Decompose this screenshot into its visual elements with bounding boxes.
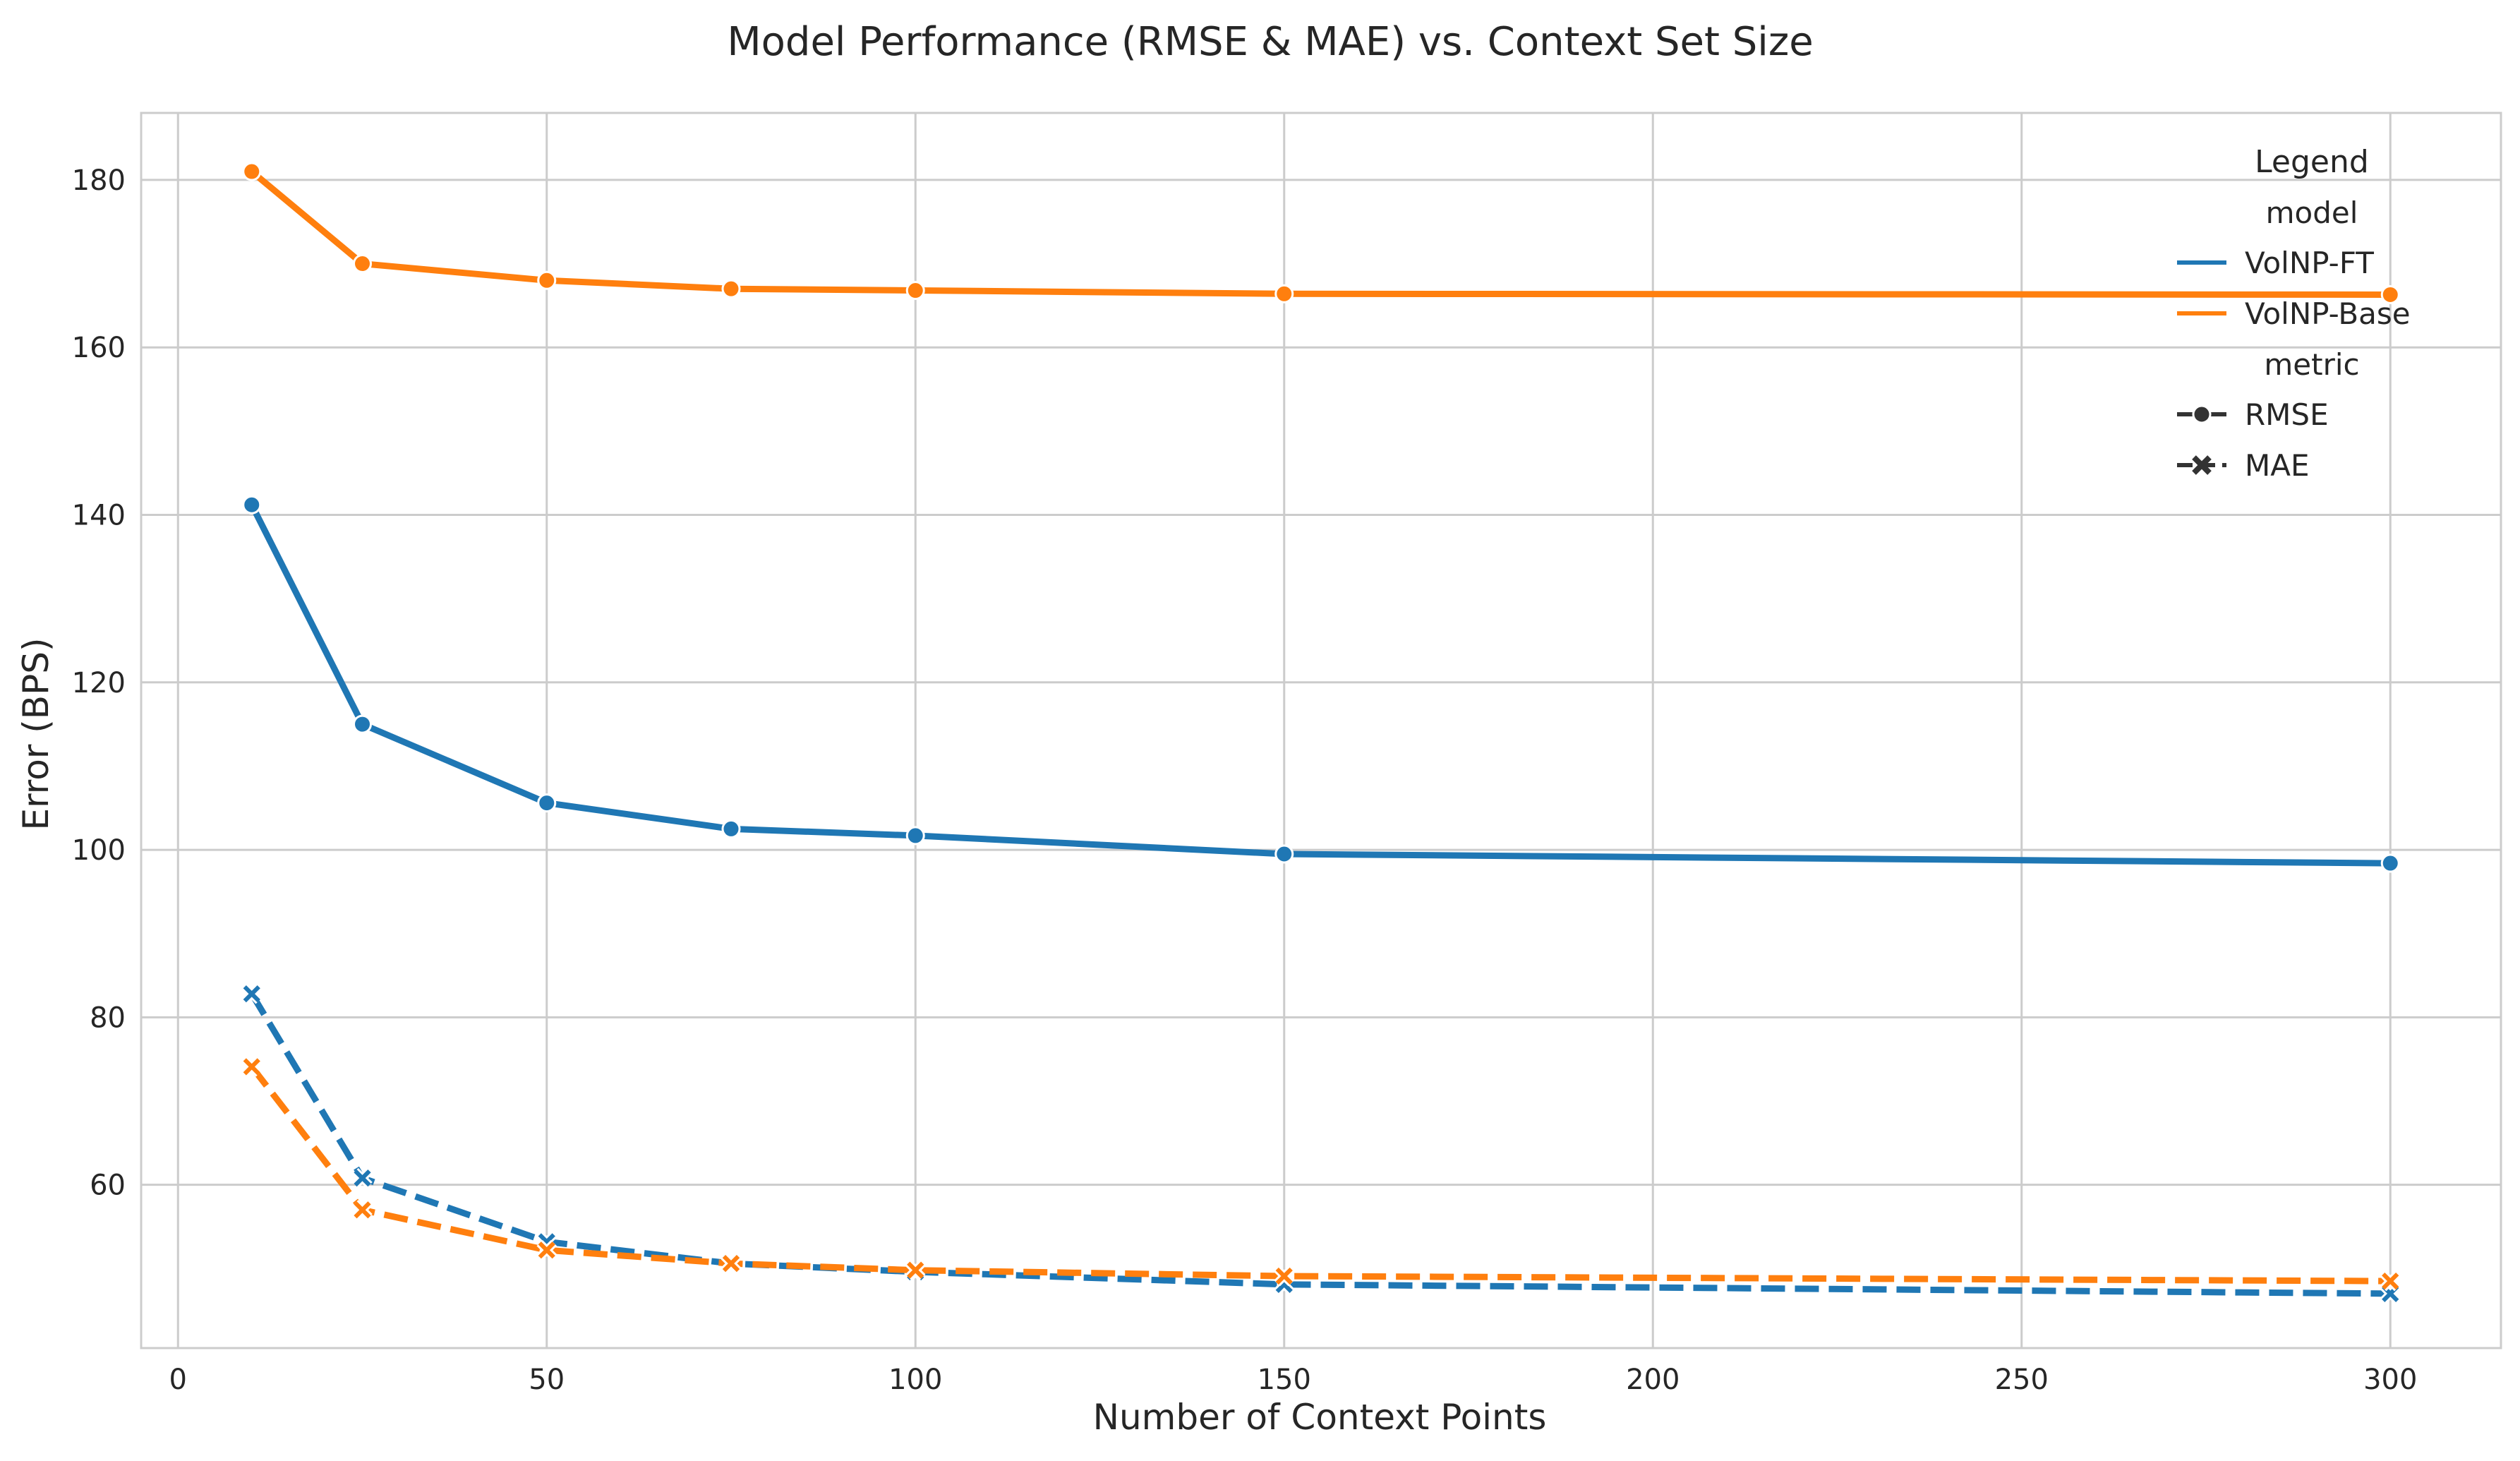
y-tick-label-180: 180 <box>72 164 126 197</box>
legend-rmse-label: RMSE <box>2245 397 2329 432</box>
x-tick-label-150: 150 <box>1258 1364 1311 1396</box>
legend: Legend model VolNP-FT VolNP-Base metric … <box>2177 144 2411 483</box>
x-tick-label-250: 250 <box>1995 1364 2049 1396</box>
point-volnp-base-mae-10 <box>243 1058 260 1076</box>
y-tick-label-160: 160 <box>72 332 126 364</box>
chart-title: Model Performance (RMSE & MAE) vs. Conte… <box>727 19 1813 65</box>
point-volnp-ft-rmse-75 <box>721 819 741 838</box>
y-tick-label-120: 120 <box>72 667 126 699</box>
point-volnp-base-rmse-300 <box>2380 284 2400 304</box>
y-axis-label: Error (BPS) <box>16 638 56 831</box>
point-volnp-ft-rmse-50 <box>537 793 557 813</box>
legend-volnp-ft-label: VolNP-FT <box>2245 246 2374 280</box>
legend-mae-label: MAE <box>2245 448 2310 483</box>
point-volnp-base-rmse-25 <box>353 254 372 274</box>
series-layer <box>241 162 2401 1304</box>
point-volnp-ft-rmse-300 <box>2380 853 2400 873</box>
point-volnp-base-rmse-75 <box>721 279 741 299</box>
plot-frame <box>140 112 2502 1349</box>
tick-labels: 0 50 100 150 200 250 300 60 80 100 120 140 160 180 <box>72 164 2418 1396</box>
x-axis-label: Number of Context Points <box>1093 1397 1547 1438</box>
point-volnp-ft-rmse-150 <box>1274 844 1294 864</box>
legend-rmse-marker <box>2192 404 2212 424</box>
point-volnp-base-mae-100 <box>907 1261 924 1279</box>
point-volnp-base-rmse-100 <box>905 281 925 301</box>
grid-lines <box>141 113 2501 1348</box>
legend-mae-marker <box>2192 455 2212 475</box>
point-volnp-ft-rmse-100 <box>905 826 925 846</box>
point-volnp-ft-rmse-25 <box>353 714 372 734</box>
x-tick-label-50: 50 <box>529 1364 565 1396</box>
legend-model-header: model <box>2266 196 2358 230</box>
y-tick-label-60: 60 <box>90 1170 126 1202</box>
point-volnp-ft-rmse-10 <box>242 495 262 515</box>
x-tick-label-100: 100 <box>888 1364 942 1396</box>
x-tick-label-0: 0 <box>169 1364 187 1396</box>
point-volnp-base-rmse-50 <box>537 270 557 290</box>
point-volnp-base-rmse-10 <box>242 162 262 181</box>
legend-metric-header: metric <box>2264 347 2359 382</box>
series-volnp-base-rmse <box>242 162 2400 304</box>
x-tick-label-200: 200 <box>1626 1364 1680 1396</box>
point-volnp-base-mae-50 <box>538 1241 555 1259</box>
legend-title: Legend <box>2255 144 2369 180</box>
point-volnp-base-mae-75 <box>722 1255 740 1273</box>
y-tick-label-100: 100 <box>72 834 126 867</box>
series-volnp-ft-rmse <box>242 495 2400 873</box>
series-volnp-base-mae <box>241 1057 2401 1292</box>
point-volnp-base-mae-300 <box>2382 1272 2399 1290</box>
y-tick-label-140: 140 <box>72 499 126 531</box>
point-volnp-base-mae-150 <box>1275 1267 1293 1285</box>
point-volnp-ft-mae-25 <box>354 1170 371 1187</box>
legend-volnp-base-label: VolNP-Base <box>2245 296 2411 331</box>
point-volnp-base-rmse-150 <box>1274 284 1294 303</box>
point-volnp-ft-mae-10 <box>243 985 260 1003</box>
x-tick-label-300: 300 <box>2363 1364 2417 1396</box>
point-volnp-base-mae-25 <box>354 1201 371 1219</box>
y-tick-label-80: 80 <box>90 1002 126 1034</box>
